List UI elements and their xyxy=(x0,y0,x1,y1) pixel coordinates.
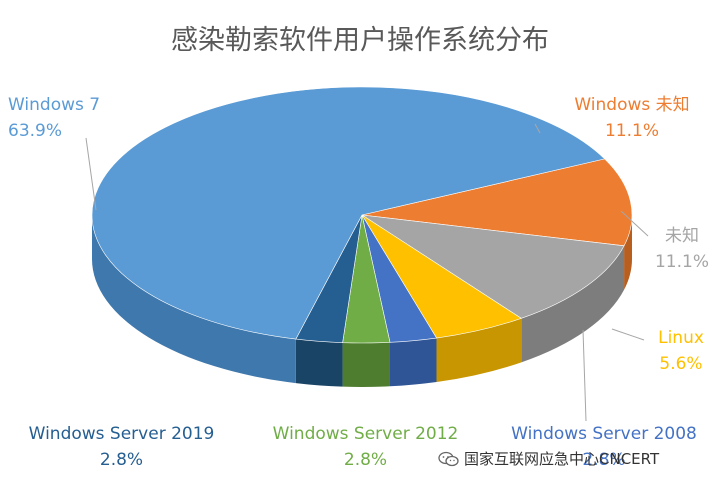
watermark: 国家互联网应急中心CNCERT xyxy=(438,448,659,469)
slice-2 xyxy=(361,214,625,319)
label-ws2008-name: Windows Server 2008 xyxy=(511,424,697,444)
label-ws2019: Windows Server 2019 2.8% xyxy=(14,421,229,473)
chart-title: 感染勒索软件用户操作系统分布 xyxy=(171,25,549,56)
label-unknown-name: 未知 xyxy=(665,226,699,246)
label-windows-unknown-value: 11.1% xyxy=(604,121,659,141)
slice-1 xyxy=(361,158,633,247)
slice-0 xyxy=(91,86,606,340)
slice-side-4 xyxy=(389,338,437,387)
label-windows-unknown: Windows 未知 11.1% xyxy=(557,92,707,144)
slice-side-0 xyxy=(92,215,296,384)
slice-side-6 xyxy=(295,339,343,387)
slice-side-2 xyxy=(521,245,625,363)
label-ws2008: Windows Server 2008 2.8% xyxy=(498,421,710,473)
leader-line-3 xyxy=(611,328,645,341)
label-windows7-name: Windows 7 xyxy=(8,95,101,115)
leader-line-2 xyxy=(620,210,649,237)
slice-side-3 xyxy=(436,318,522,383)
slice-side-5 xyxy=(342,342,390,387)
label-ws2019-name: Windows Server 2019 xyxy=(28,424,215,444)
label-unknown-value: 11.1% xyxy=(654,252,709,272)
watermark-text: 国家互联网应急中心CNCERT xyxy=(464,450,660,468)
leader-line-1 xyxy=(534,123,541,134)
label-windows-unknown-name: Windows 未知 xyxy=(574,95,690,115)
label-windows7-value: 63.9% xyxy=(8,121,63,141)
label-ws2019-value: 2.8% xyxy=(99,450,144,470)
label-ws2012-name: Windows Server 2012 xyxy=(272,424,459,444)
label-linux: Linux 5.6% xyxy=(650,325,712,377)
label-ws2008-value: 2.8% xyxy=(582,450,626,470)
wechat-icon xyxy=(438,451,459,466)
label-linux-value: 5.6% xyxy=(659,354,703,374)
label-linux-name: Linux xyxy=(658,328,704,348)
leader-line-4 xyxy=(582,329,587,422)
label-ws2012-value: 2.8% xyxy=(343,450,388,470)
slice-side-1 xyxy=(624,215,632,290)
leader-line-0 xyxy=(85,137,97,211)
label-unknown: 未知 11.1% xyxy=(652,223,712,275)
label-ws2012: Windows Server 2012 2.8% xyxy=(258,421,473,473)
label-windows7: Windows 7 63.9% xyxy=(8,92,100,144)
